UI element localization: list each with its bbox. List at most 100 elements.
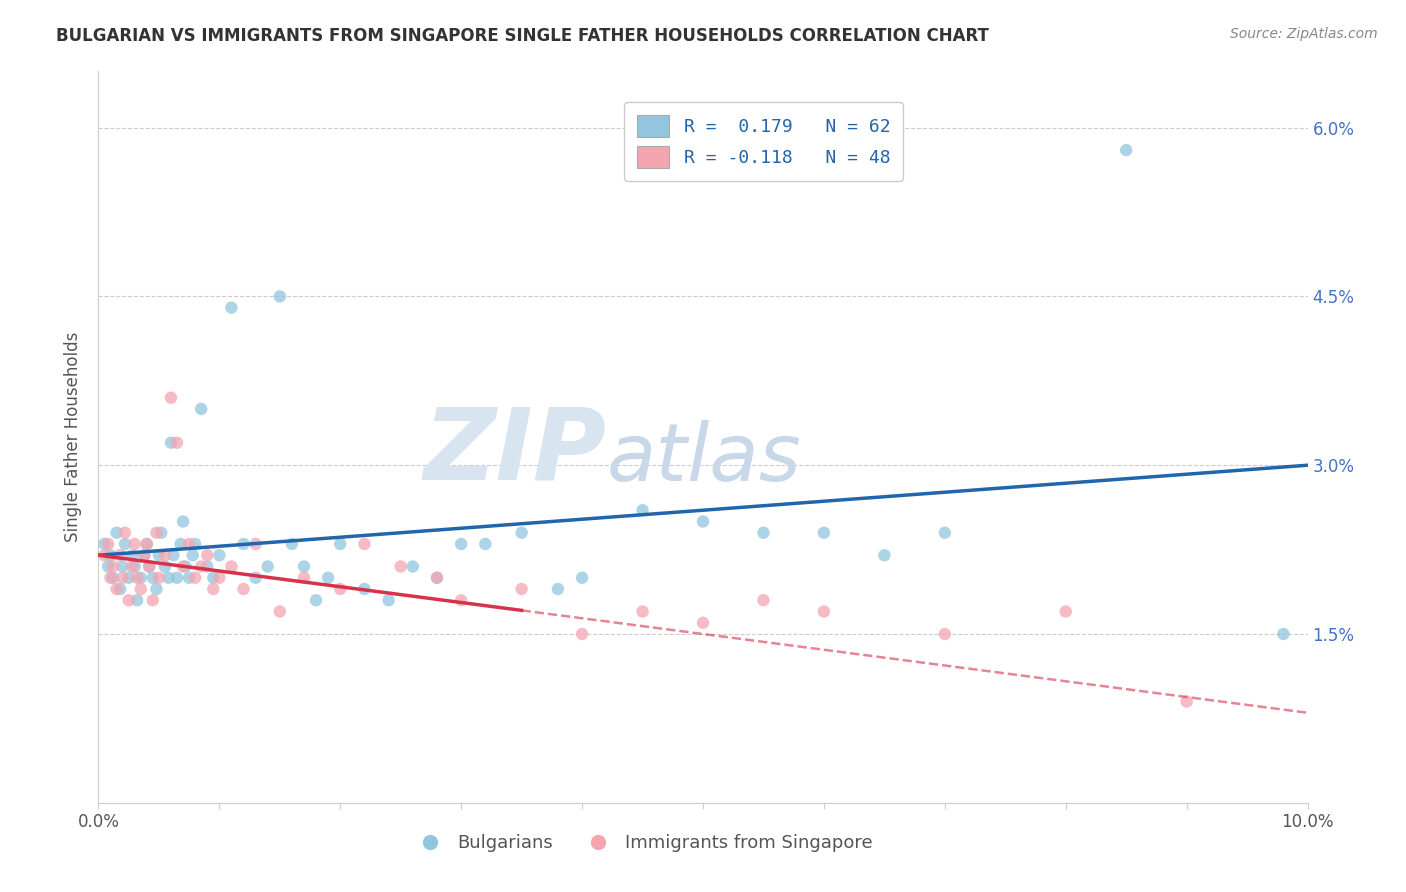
Point xyxy=(105,525,128,540)
Point xyxy=(195,548,218,562)
Point xyxy=(181,548,204,562)
Point xyxy=(692,615,714,630)
Point xyxy=(752,593,775,607)
Point xyxy=(873,548,896,562)
Point xyxy=(129,571,152,585)
Point xyxy=(179,537,201,551)
Point xyxy=(631,605,654,619)
Text: atlas: atlas xyxy=(606,420,801,498)
Point xyxy=(221,301,243,315)
Point xyxy=(571,571,593,585)
Point xyxy=(292,571,315,585)
Point xyxy=(402,559,425,574)
Point xyxy=(389,559,412,574)
Point xyxy=(97,559,120,574)
Text: Source: ZipAtlas.com: Source: ZipAtlas.com xyxy=(1230,27,1378,41)
Point xyxy=(269,289,291,303)
Point xyxy=(142,593,165,607)
Point xyxy=(138,559,160,574)
Text: ZIP: ZIP xyxy=(423,403,606,500)
Point xyxy=(150,525,173,540)
Point xyxy=(179,571,201,585)
Point xyxy=(145,582,167,596)
Point xyxy=(114,537,136,551)
Point xyxy=(153,548,176,562)
Point xyxy=(153,559,176,574)
Point xyxy=(450,593,472,607)
Point xyxy=(127,571,149,585)
Legend: Bulgarians, Immigrants from Singapore: Bulgarians, Immigrants from Singapore xyxy=(405,827,880,860)
Point xyxy=(93,548,115,562)
Point xyxy=(160,435,183,450)
Point xyxy=(190,559,212,574)
Point xyxy=(208,571,231,585)
Point xyxy=(97,537,120,551)
Point xyxy=(111,559,134,574)
Point xyxy=(118,571,141,585)
Point xyxy=(426,571,449,585)
Point xyxy=(166,435,188,450)
Point xyxy=(100,571,122,585)
Point xyxy=(232,582,254,596)
Point xyxy=(813,605,835,619)
Point xyxy=(813,525,835,540)
Point xyxy=(474,537,496,551)
Point xyxy=(129,582,152,596)
Point xyxy=(195,559,218,574)
Point xyxy=(124,559,146,574)
Point xyxy=(353,537,375,551)
Point xyxy=(208,548,231,562)
Point xyxy=(1272,627,1295,641)
Point xyxy=(631,503,654,517)
Point xyxy=(157,571,180,585)
Point xyxy=(114,525,136,540)
Point xyxy=(1054,605,1077,619)
Point xyxy=(547,582,569,596)
Point xyxy=(111,571,134,585)
Point xyxy=(101,559,124,574)
Point xyxy=(269,605,291,619)
Point xyxy=(281,537,304,551)
Point xyxy=(172,515,194,529)
Point xyxy=(377,593,399,607)
Point xyxy=(121,548,143,562)
Point xyxy=(329,537,352,551)
Point xyxy=(184,537,207,551)
Point xyxy=(174,559,197,574)
Text: BULGARIAN VS IMMIGRANTS FROM SINGAPORE SINGLE FATHER HOUSEHOLDS CORRELATION CHAR: BULGARIAN VS IMMIGRANTS FROM SINGAPORE S… xyxy=(56,27,988,45)
Point xyxy=(256,559,278,574)
Point xyxy=(232,537,254,551)
Point xyxy=(245,537,267,551)
Point xyxy=(148,571,170,585)
Point xyxy=(169,537,191,551)
Point xyxy=(510,525,533,540)
Point xyxy=(510,582,533,596)
Point xyxy=(166,571,188,585)
Point xyxy=(134,548,156,562)
Point xyxy=(221,559,243,574)
Point xyxy=(190,401,212,416)
Point xyxy=(93,537,115,551)
Point xyxy=(108,582,131,596)
Point xyxy=(752,525,775,540)
Point xyxy=(135,537,157,551)
Point xyxy=(692,515,714,529)
Point xyxy=(162,548,184,562)
Point xyxy=(160,391,183,405)
Point xyxy=(135,537,157,551)
Point xyxy=(118,593,141,607)
Point xyxy=(292,559,315,574)
Point xyxy=(353,582,375,596)
Point xyxy=(145,525,167,540)
Point xyxy=(142,571,165,585)
Point xyxy=(138,559,160,574)
Point xyxy=(172,559,194,574)
Point xyxy=(101,571,124,585)
Point xyxy=(1115,143,1137,157)
Point xyxy=(184,571,207,585)
Point xyxy=(100,548,122,562)
Point xyxy=(329,582,352,596)
Point xyxy=(1175,694,1198,708)
Point xyxy=(245,571,267,585)
Point xyxy=(305,593,328,607)
